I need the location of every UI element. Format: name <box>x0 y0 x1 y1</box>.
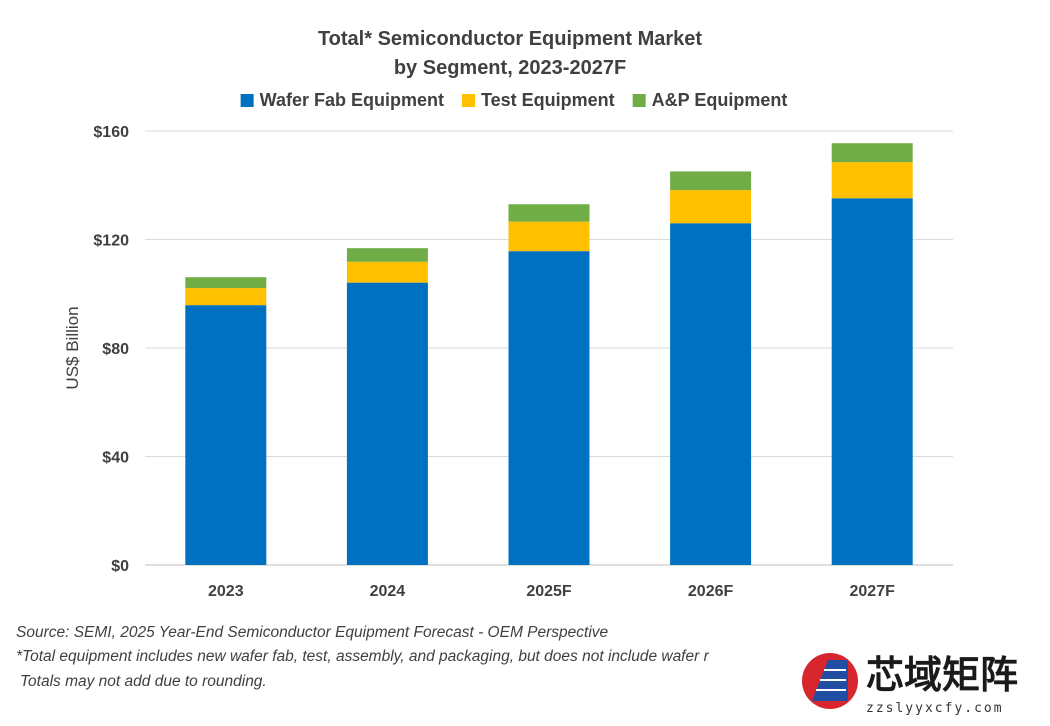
footnote-rounding: Totals may not add due to rounding. <box>20 673 267 690</box>
bar-segment <box>185 288 267 306</box>
y-axis-label: US$ Billion <box>63 306 82 389</box>
y-tick-label: $120 <box>93 233 129 250</box>
bar-segment <box>670 223 752 565</box>
x-tick-label: 2027F <box>850 583 896 600</box>
watermark: 芯域矩阵 zzslyyxcfy.com <box>790 640 1050 726</box>
bar-segment <box>508 204 590 222</box>
bar-segment <box>831 162 913 199</box>
bar-segment <box>346 248 428 262</box>
x-tick-label: 2026F <box>688 583 734 600</box>
bar-segment <box>508 221 590 252</box>
x-tick-label: 2025F <box>526 583 572 600</box>
watermark-name: 芯域矩阵 <box>866 653 1018 697</box>
x-tick-label: 2024 <box>370 583 406 600</box>
y-tick-label: $40 <box>102 450 129 467</box>
legend-label: A&P Equipment <box>652 90 788 110</box>
x-axis-ticks: 2023 2024 2025F 2026F 2027F <box>208 583 895 600</box>
bar-segment <box>346 282 428 565</box>
y-axis-ticks: $0 $40 $80 $120 $160 <box>93 124 129 575</box>
x-tick-label: 2023 <box>208 583 244 600</box>
bar-segment <box>831 143 913 163</box>
legend: Wafer Fab Equipment Test Equipment A&P Equ… <box>240 90 788 110</box>
bar-segment <box>346 261 428 283</box>
legend-swatch <box>240 94 254 107</box>
bar-segment <box>508 251 590 565</box>
bar-segment <box>670 190 752 224</box>
source-note: Source: SEMI, 2025 Year-End Semiconducto… <box>16 624 609 641</box>
y-tick-label: $80 <box>102 341 129 358</box>
watermark-logo-icon <box>802 653 858 709</box>
y-tick-label: $160 <box>93 124 129 141</box>
bar-segment <box>185 305 267 565</box>
chart-subtitle: by Segment, 2023-2027F <box>394 57 626 79</box>
bars <box>185 143 913 565</box>
footnote-total: *Total equipment includes new wafer fab,… <box>16 648 710 665</box>
bar-segment <box>670 171 752 191</box>
watermark-url: zzslyyxcfy.com <box>866 701 1004 716</box>
legend-label: Test Equipment <box>481 90 615 110</box>
bar-segment <box>831 198 913 565</box>
chart-title: Total* Semiconductor Equipment Market <box>318 28 702 50</box>
y-tick-label: $0 <box>111 558 129 575</box>
bar-segment <box>185 277 267 289</box>
legend-swatch <box>632 94 646 107</box>
legend-label: Wafer Fab Equipment <box>260 90 444 110</box>
legend-swatch <box>461 94 475 107</box>
